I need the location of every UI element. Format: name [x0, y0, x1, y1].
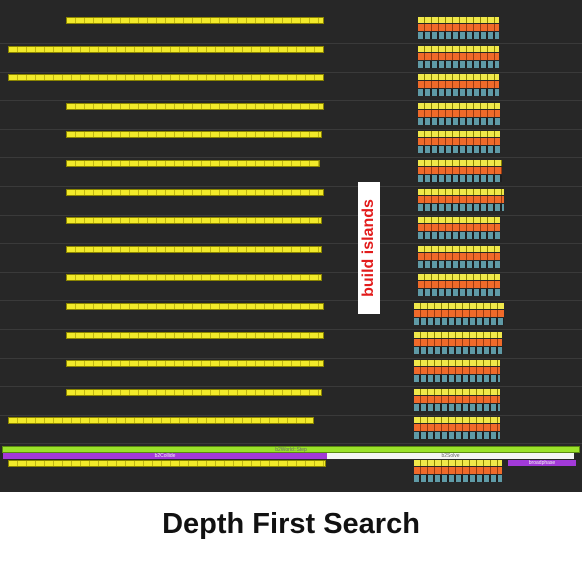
integrate-bar [418, 146, 500, 154]
island-cells-bar [414, 303, 504, 309]
broadphase-label: broadphase [528, 460, 556, 466]
integrate-bar [414, 318, 504, 325]
integrate-bar [418, 232, 500, 240]
island-cells-bar [418, 131, 500, 138]
island-task-bar [8, 460, 326, 467]
island-cells-bar [418, 274, 500, 281]
integrate-bar [414, 432, 500, 440]
collide-bar: b2Collide [3, 453, 327, 459]
island-cells-bar [418, 45, 499, 52]
island-task-bar [66, 360, 324, 368]
island-task-bar [66, 217, 322, 225]
island-task-bar [66, 17, 324, 24]
contact-solver-bar [414, 395, 500, 403]
collide-label: b2Collide [154, 453, 176, 459]
lane-separator [0, 100, 582, 102]
contact-solver-bar [418, 52, 499, 60]
island-cells-bar [418, 102, 500, 109]
island-cells-bar [418, 17, 499, 23]
island-task-bar [66, 388, 322, 396]
integrate-bar [414, 475, 502, 482]
solve-bar: b2Solve [327, 453, 574, 459]
lane-separator [0, 157, 582, 159]
contact-solver-bar [418, 138, 500, 146]
lane-separator [0, 329, 582, 330]
island-task-bar [8, 74, 324, 82]
lane-separator [0, 128, 582, 130]
lane-separator [0, 43, 582, 44]
lane-separator [0, 243, 582, 245]
island-task-bar [66, 188, 324, 196]
island-task-bar [66, 160, 320, 167]
island-task-bar [8, 45, 324, 53]
contact-solver-bar [418, 167, 502, 174]
integrate-bar [418, 89, 499, 97]
integrate-bar [414, 403, 500, 411]
contact-solver-bar [418, 81, 499, 89]
contact-solver-bar [418, 281, 500, 289]
island-cells-bar [414, 460, 502, 466]
island-task-bar [8, 417, 314, 425]
island-cells-bar [418, 160, 502, 166]
contact-solver-bar [414, 467, 502, 474]
contact-solver-bar [414, 310, 504, 317]
island-cells-bar [418, 74, 499, 81]
island-cells-bar [414, 388, 500, 395]
broadphase-bar: broadphase [508, 460, 576, 466]
integrate-bar [414, 375, 500, 383]
island-cells-bar [414, 360, 500, 367]
step-label: b2World::Step [275, 447, 307, 453]
integrate-bar [418, 32, 499, 39]
integrate-bar [418, 175, 502, 182]
lane-separator [0, 300, 582, 302]
island-cells-bar [418, 245, 500, 252]
integrate-bar [418, 60, 499, 68]
annotation-text: build islands [360, 199, 377, 297]
lane-separator [0, 214, 582, 216]
island-task-bar [66, 131, 322, 139]
island-cells-bar [414, 417, 500, 424]
island-cells-bar [418, 188, 504, 195]
solve-label: b2Solve [441, 453, 460, 459]
integrate-bar [414, 346, 502, 354]
lane-separator [0, 71, 582, 73]
caption: Depth First Search [162, 508, 420, 540]
lane-separator [0, 357, 582, 359]
lane-separator [0, 271, 582, 273]
lane-separator [0, 186, 582, 187]
lane-separator [0, 386, 582, 388]
lane-separator [0, 414, 582, 416]
contact-solver-bar [418, 24, 499, 31]
island-task-bar [66, 102, 324, 110]
lane-separator [0, 443, 582, 445]
island-cells-bar [414, 331, 502, 338]
island-task-bar [66, 331, 324, 339]
build-islands-annotation: build islands [358, 182, 380, 314]
contact-solver-bar [414, 338, 502, 346]
integrate-bar [418, 117, 500, 125]
integrate-bar [418, 260, 500, 268]
step-bar: b2World::Step [2, 446, 580, 453]
island-task-bar [66, 245, 322, 253]
integrate-bar [418, 203, 504, 211]
contact-solver-bar [414, 367, 500, 375]
contact-solver-bar [418, 224, 500, 232]
contact-solver-bar [418, 195, 504, 203]
contact-solver-bar [414, 424, 500, 432]
contact-solver-bar [418, 109, 500, 117]
contact-solver-bar [418, 252, 500, 260]
island-task-bar [66, 303, 324, 310]
island-task-bar [66, 274, 322, 282]
island-cells-bar [418, 217, 500, 224]
integrate-bar [418, 289, 500, 297]
